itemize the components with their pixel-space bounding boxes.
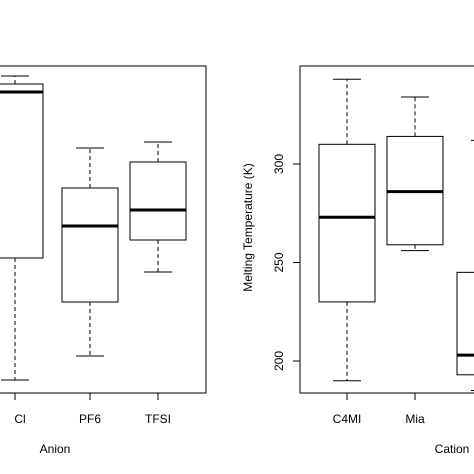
iqr-box	[456, 271, 474, 376]
y-tick-label: 200	[272, 351, 286, 371]
box-unlabeled	[456, 139, 474, 392]
y-axis-label: Melting Temperature (K)	[241, 163, 255, 292]
x-axis-label: Cation	[435, 442, 470, 456]
box-cl	[0, 75, 44, 381]
iqr-box	[61, 187, 119, 303]
anion-boxplot-panel: Cl PF6 TFSI Anion	[0, 65, 207, 456]
box-tfsi	[129, 141, 187, 273]
x-tick-label: C4MI	[333, 412, 362, 426]
y-tick-label: 300	[272, 154, 286, 174]
x-tick-label: Mia	[405, 412, 425, 426]
y-tick-label: 250	[272, 252, 286, 272]
iqr-box	[0, 83, 44, 259]
cation-boxplot-panel: C4MI Mia Cation 200 250 300 Melting Temperatur…	[241, 65, 474, 456]
x-tick-label: PF6	[79, 412, 101, 426]
x-axis-label: Anion	[40, 442, 71, 456]
box-c4mi	[318, 78, 376, 382]
box-mia	[386, 96, 444, 252]
box-pf6	[61, 147, 119, 357]
plot-frame	[299, 65, 474, 394]
plot-frame	[0, 65, 207, 394]
x-tick-label: Cl	[14, 412, 25, 426]
iqr-box	[318, 143, 376, 303]
x-tick-label: TFSI	[145, 412, 171, 426]
iqr-box	[129, 161, 187, 241]
